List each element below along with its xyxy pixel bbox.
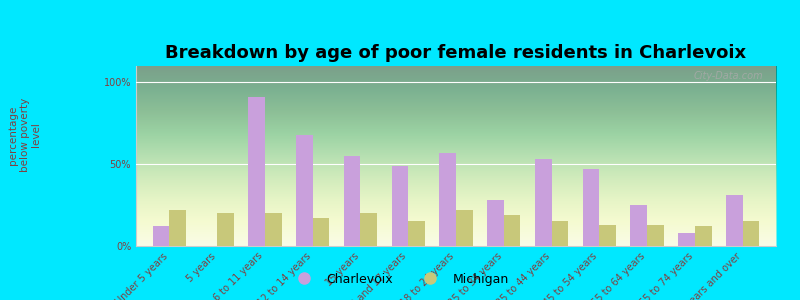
Bar — [217, 213, 234, 246]
Bar — [726, 195, 742, 246]
Bar — [695, 226, 711, 246]
Bar — [296, 135, 313, 246]
Bar — [647, 225, 664, 246]
Bar — [361, 213, 377, 246]
Bar — [678, 233, 695, 246]
Bar — [248, 97, 265, 246]
Bar — [313, 218, 330, 246]
Bar — [551, 221, 568, 246]
Bar — [582, 169, 599, 246]
Bar — [535, 159, 551, 246]
Text: percentage
below poverty
level: percentage below poverty level — [8, 98, 42, 172]
Bar — [408, 221, 425, 246]
Bar — [504, 215, 521, 246]
Text: City-Data.com: City-Data.com — [694, 71, 763, 81]
Bar — [344, 156, 361, 246]
Bar — [265, 213, 282, 246]
Bar — [599, 225, 616, 246]
Bar — [456, 210, 473, 246]
Bar — [153, 226, 170, 246]
Bar — [391, 166, 408, 246]
Bar — [742, 221, 759, 246]
Title: Breakdown by age of poor female residents in Charlevoix: Breakdown by age of poor female resident… — [166, 44, 746, 62]
Bar — [487, 200, 504, 246]
Bar — [439, 153, 456, 246]
Bar — [170, 210, 186, 246]
Bar — [630, 205, 647, 246]
Legend: Charlevoix, Michigan: Charlevoix, Michigan — [286, 268, 514, 291]
